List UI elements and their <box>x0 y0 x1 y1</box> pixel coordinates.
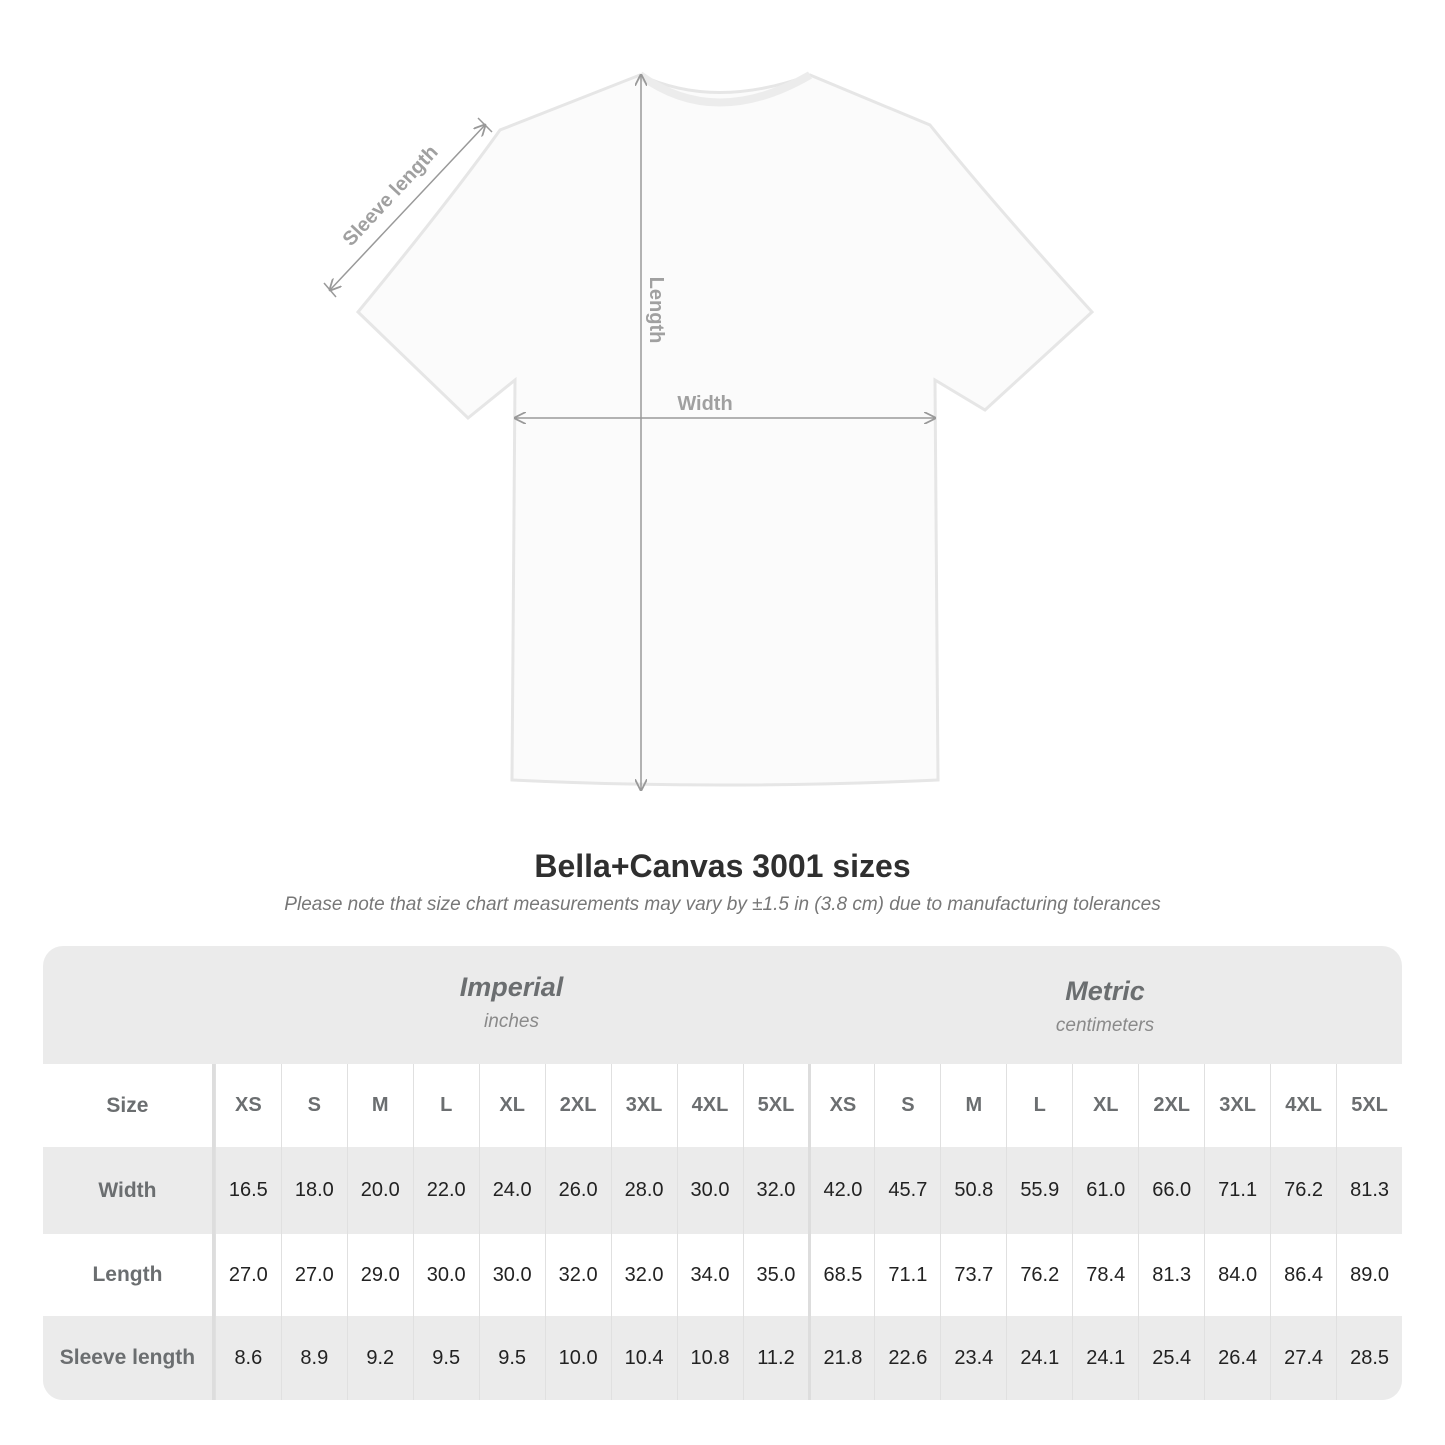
table-cell-metric: 55.9 <box>1006 1147 1072 1234</box>
table-cell-metric: 24.1 <box>1006 1316 1072 1400</box>
table-cell-imperial: 9.5 <box>478 1316 545 1400</box>
table-cell-metric: 28.5 <box>1336 1316 1402 1400</box>
table-cell-metric: 22.6 <box>874 1316 940 1400</box>
row-label: Size <box>43 1064 215 1147</box>
table-cell-metric: 81.3 <box>1336 1147 1402 1234</box>
table-cell-metric: 78.4 <box>1072 1234 1138 1316</box>
page-title: Bella+Canvas 3001 sizes <box>534 848 911 884</box>
table-cell-imperial: 10.0 <box>544 1316 611 1400</box>
table-cell-metric: 24.1 <box>1072 1316 1138 1400</box>
table-cell-metric: 25.4 <box>1138 1316 1204 1400</box>
table-cell-imperial: 27.0 <box>214 1234 281 1316</box>
size-header-metric: XS <box>808 1064 874 1147</box>
table-cell-imperial: 32.0 <box>610 1234 677 1316</box>
table-cell-imperial: 10.8 <box>676 1316 743 1400</box>
table-row: Sleeve length 8.6 8.9 9.2 9.5 9.5 10.0 10.4 10.8… <box>43 1316 1402 1400</box>
table-cell-metric: 21.8 <box>808 1316 874 1400</box>
table-cell-metric: 45.7 <box>874 1147 940 1234</box>
row-label: Sleeve length <box>43 1316 215 1400</box>
table-cell-imperial: 9.5 <box>412 1316 479 1400</box>
metric-title: Metric <box>1065 976 1145 1006</box>
size-table: Imperial inches Metric centimeters Size X… <box>43 946 1402 1400</box>
table-cell-imperial: 28.0 <box>610 1147 677 1234</box>
table-row: Length 27.0 27.0 29.0 30.0 30.0 32.0 32.0 34.0 35… <box>43 1234 1402 1316</box>
table-cell-imperial: 10.4 <box>610 1316 677 1400</box>
table-cell-metric: 86.4 <box>1270 1234 1336 1316</box>
size-header-metric: 2XL <box>1138 1064 1204 1147</box>
tshirt-diagram: Sleeve length Length Width <box>323 71 1095 840</box>
size-header-metric: 5XL <box>1336 1064 1402 1147</box>
tshirt-shape <box>355 73 1095 787</box>
size-header-imperial: XS <box>214 1064 281 1147</box>
table-cell-metric: 42.0 <box>808 1147 874 1234</box>
table-cell-imperial: 30.0 <box>478 1234 545 1316</box>
table-cell-imperial: 34.0 <box>676 1234 743 1316</box>
table-cell-imperial: 22.0 <box>412 1147 479 1234</box>
size-header-metric: L <box>1006 1064 1072 1147</box>
size-header-imperial: 4XL <box>676 1064 743 1147</box>
size-header-imperial: 5XL <box>742 1064 809 1147</box>
table-cell-imperial: 8.9 <box>280 1316 347 1400</box>
table-cell-metric: 23.4 <box>940 1316 1006 1400</box>
size-header-row: Size XS S M L XL 2XL 3XL 4XL 5XL XS S M L XL 2XL 3XL 4XL 5… <box>43 1064 1402 1147</box>
metric-header: Metric centimeters <box>808 946 1402 1064</box>
sleeve-arrow <box>330 125 485 290</box>
size-header-imperial: L <box>412 1064 479 1147</box>
table-cell-metric: 89.0 <box>1336 1234 1402 1316</box>
metric-unit: centimeters <box>1055 1015 1155 1036</box>
table-cell-imperial: 24.0 <box>478 1147 545 1234</box>
row-label: Length <box>43 1234 215 1316</box>
size-header-metric: 4XL <box>1270 1064 1336 1147</box>
size-header-metric: S <box>874 1064 940 1147</box>
size-header-imperial: S <box>280 1064 347 1147</box>
size-header-metric: 3XL <box>1204 1064 1270 1147</box>
table-cell-metric: 50.8 <box>940 1147 1006 1234</box>
size-header-metric: XL <box>1072 1064 1138 1147</box>
table-cell-imperial: 9.2 <box>346 1316 413 1400</box>
table-cell-metric: 27.4 <box>1270 1316 1336 1400</box>
table-cell-imperial: 27.0 <box>280 1234 347 1316</box>
size-header-imperial: 2XL <box>544 1064 611 1147</box>
table-row: Width 16.5 18.0 20.0 22.0 24.0 26.0 28.0 30.0 32.… <box>43 1147 1402 1234</box>
row-label: Width <box>43 1147 215 1234</box>
size-header-imperial: M <box>346 1064 413 1147</box>
table-cell-imperial: 30.0 <box>412 1234 479 1316</box>
size-header-imperial: XL <box>478 1064 545 1147</box>
table-cell-metric: 61.0 <box>1072 1147 1138 1234</box>
table-cell-metric: 84.0 <box>1204 1234 1270 1316</box>
length-label: Length <box>645 277 667 344</box>
table-cell-metric: 66.0 <box>1138 1147 1204 1234</box>
imperial-title: Imperial <box>459 972 564 1002</box>
table-cell-imperial: 30.0 <box>676 1147 743 1234</box>
table-cell-metric: 71.1 <box>874 1234 940 1316</box>
table-cell-imperial: 8.6 <box>214 1316 281 1400</box>
table-cell-imperial: 26.0 <box>544 1147 611 1234</box>
table-cell-imperial: 32.0 <box>544 1234 611 1316</box>
size-header-imperial: 3XL <box>610 1064 677 1147</box>
table-cell-metric: 68.5 <box>808 1234 874 1316</box>
table-cell-imperial: 18.0 <box>280 1147 347 1234</box>
table-cell-imperial: 35.0 <box>742 1234 809 1316</box>
size-header-metric: M <box>940 1064 1006 1147</box>
table-cell-metric: 71.1 <box>1204 1147 1270 1234</box>
table-cell-metric: 26.4 <box>1204 1316 1270 1400</box>
table-cell-metric: 81.3 <box>1138 1234 1204 1316</box>
imperial-unit: inches <box>484 1011 539 1032</box>
table-cell-imperial: 16.5 <box>214 1147 281 1234</box>
width-label: Width <box>677 393 732 415</box>
imperial-header: Imperial inches <box>215 946 808 1064</box>
table-cell-imperial: 11.2 <box>742 1316 809 1400</box>
table-cell-metric: 76.2 <box>1006 1234 1072 1316</box>
table-cell-imperial: 29.0 <box>346 1234 413 1316</box>
table-cell-metric: 76.2 <box>1270 1147 1336 1234</box>
table-cell-imperial: 32.0 <box>742 1147 809 1234</box>
table-cell-imperial: 20.0 <box>346 1147 413 1234</box>
table-cell-metric: 73.7 <box>940 1234 1006 1316</box>
page-subtitle: Please note that size chart measurements… <box>284 894 1161 915</box>
